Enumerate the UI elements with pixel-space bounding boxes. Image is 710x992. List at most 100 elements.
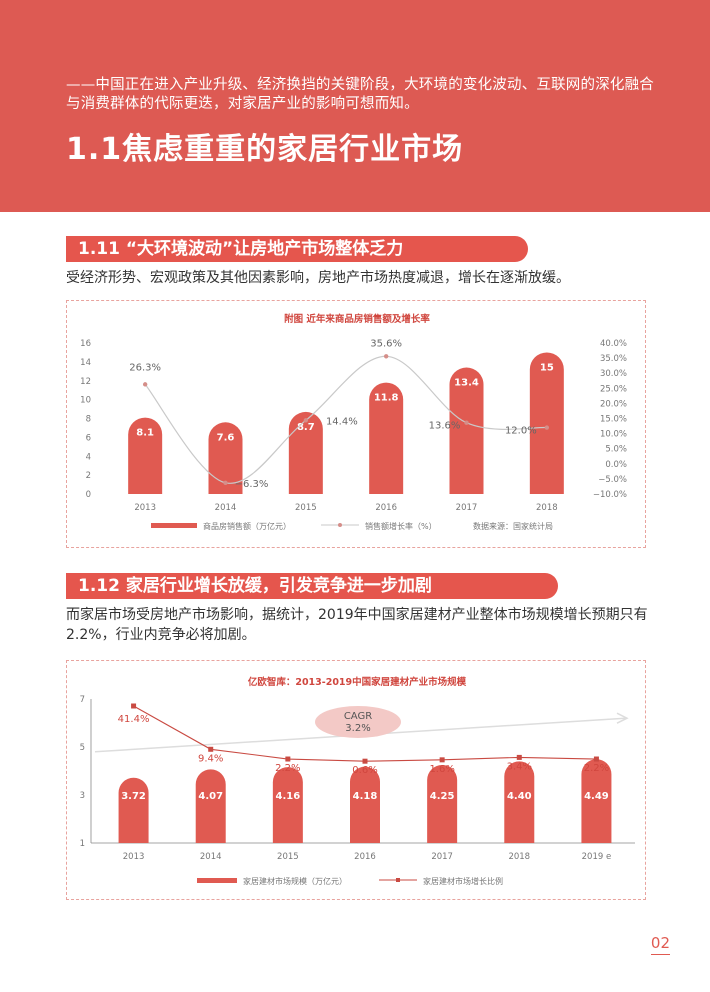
y-tick-left: 8 xyxy=(86,415,91,425)
x-tick: 2018 xyxy=(508,852,530,862)
bar-label: 8.1 xyxy=(136,428,154,439)
line-point xyxy=(516,754,522,760)
line-label: 0.6% xyxy=(352,765,377,776)
bar xyxy=(581,759,612,843)
line-label: 26.3% xyxy=(129,362,161,373)
bar-label: 4.25 xyxy=(430,791,455,802)
x-tick: 2013 xyxy=(134,503,156,513)
bar-label: 3.72 xyxy=(121,791,146,802)
intro-text: ——中国正在进入产业升级、经济换挡的关键阶段，大环境的变化波动、互联网的深化融合… xyxy=(66,77,654,112)
line-point xyxy=(439,757,445,763)
bar-label: 7.6 xyxy=(217,432,235,443)
bar-label: 8.7 xyxy=(297,422,315,433)
chart-title: 附图 近年来商品房销售额及增长率 xyxy=(284,313,430,325)
bar xyxy=(118,777,149,843)
bar xyxy=(208,422,243,494)
line-label: 2.2% xyxy=(584,763,609,774)
bar xyxy=(350,766,380,843)
bar-label: 4.49 xyxy=(584,791,609,802)
bar xyxy=(427,765,458,843)
page-title: 1.1焦虑重重的家居行业市场 xyxy=(66,132,464,167)
line-label: 9.4% xyxy=(198,753,223,764)
y-tick-left: 3 xyxy=(80,791,85,801)
bar-label: 15 xyxy=(540,362,554,373)
y-tick-right: 30.0% xyxy=(600,369,627,379)
section-heading-1-11: 1.11 “大环境波动”让房地产市场整体乏力 xyxy=(66,236,528,262)
x-tick: 2019 e xyxy=(582,852,612,862)
x-tick: 2017 xyxy=(431,852,453,862)
x-tick: 2015 xyxy=(295,503,317,513)
cagr-bubble xyxy=(315,706,401,738)
section-desc-1-12: 而家居市场受房地产市场影响，据统计，2019年中国家居建材产业整体市场规模增长预… xyxy=(66,607,648,643)
line-label: 2.2% xyxy=(275,763,300,774)
legend-bar-swatch xyxy=(151,523,197,528)
line-point xyxy=(593,756,599,762)
line-point xyxy=(223,480,228,486)
y-tick-left: 16 xyxy=(80,339,91,349)
legend-line-label: 家居建材市场增长比例 xyxy=(423,876,503,886)
x-tick: 2014 xyxy=(200,852,222,862)
y-tick-right: 0.0% xyxy=(605,460,627,470)
page-number: 02 xyxy=(650,934,671,955)
chart-market-box: 亿欧智库：2013-2019中国家居建材产业市场规模 1 3 5 7 CAGR 3.2% 3.… xyxy=(66,660,646,900)
bar xyxy=(369,382,404,494)
bar xyxy=(272,767,303,843)
y-tick-right: 15.0% xyxy=(600,415,627,425)
line-point xyxy=(303,418,309,423)
bar xyxy=(128,417,163,494)
chart-title: 亿欧智库：2013-2019中国家居建材产业市场规模 xyxy=(248,676,467,688)
line-point xyxy=(285,756,291,762)
bar xyxy=(449,367,484,494)
y-tick-left: 6 xyxy=(86,433,91,443)
bar xyxy=(504,761,535,843)
bar xyxy=(288,411,323,494)
y-tick-left: 2 xyxy=(86,471,91,481)
line-label: 41.4% xyxy=(118,714,150,725)
line-point xyxy=(464,420,469,425)
y-tick-left: 0 xyxy=(86,490,91,500)
bar xyxy=(529,352,564,494)
y-tick-left: 14 xyxy=(80,358,91,368)
x-tick: 2018 xyxy=(536,503,558,513)
line-point xyxy=(383,354,389,359)
cagr-arrow-head xyxy=(616,712,629,724)
y-tick-right: 5.0% xyxy=(605,445,627,455)
line-point xyxy=(131,703,137,709)
cagr-label: CAGR xyxy=(344,711,372,722)
section-desc-1-11: 受经济形势、宏观政策及其他因素影响，房地产市场热度减退，增长在逐渐放缓。 xyxy=(66,270,570,286)
y-tick-left: 12 xyxy=(80,377,91,387)
x-tick: 2017 xyxy=(456,503,478,513)
x-tick: 2016 xyxy=(375,503,397,513)
source-note: 数据来源：国家统计局 xyxy=(473,521,553,531)
y-tick-right: 20.0% xyxy=(600,399,627,409)
legend-bar-label: 家居建材市场规模（万亿元） xyxy=(243,876,347,886)
y-tick-right: 25.0% xyxy=(600,384,627,394)
x-tick: 2015 xyxy=(277,852,299,862)
line-label: 3.4% xyxy=(507,761,532,772)
y-tick-left: 1 xyxy=(80,839,85,849)
y-tick-right: 40.0% xyxy=(600,339,627,349)
line-label: 13.6% xyxy=(429,421,461,432)
header-banner: ——中国正在进入产业升级、经济换挡的关键阶段，大环境的变化波动、互联网的深化融合… xyxy=(0,0,710,212)
bar xyxy=(195,769,226,843)
bar-label: 4.07 xyxy=(198,791,223,802)
x-tick: 2016 xyxy=(354,852,376,862)
section-heading-1-12: 1.12 家居行业增长放缓，引发竞争进一步加剧 xyxy=(66,573,558,599)
y-tick-left: 10 xyxy=(80,396,91,406)
line-label: 12.0% xyxy=(505,426,537,437)
y-tick-right: 10.0% xyxy=(600,430,627,440)
line-label: 35.6% xyxy=(370,338,402,349)
bar-label: 4.18 xyxy=(353,791,378,802)
legend-line-marker xyxy=(338,523,342,527)
line-point xyxy=(208,746,214,752)
y-tick-right: −10.0% xyxy=(593,490,627,500)
line-label: 14.4% xyxy=(326,416,358,427)
bar-label: 4.16 xyxy=(276,791,301,802)
chart-sales-box: 附图 近年来商品房销售额及增长率 0 2 4 6 8 10 12 14 16 40.0% 35.0% 3… xyxy=(66,300,646,548)
bar-label: 11.8 xyxy=(374,393,399,404)
y-tick-left: 7 xyxy=(80,695,85,705)
x-tick: 2014 xyxy=(215,503,237,513)
legend-bar-label: 商品房销售额（万亿元） xyxy=(203,521,291,531)
line-label: 1.6% xyxy=(429,764,454,775)
